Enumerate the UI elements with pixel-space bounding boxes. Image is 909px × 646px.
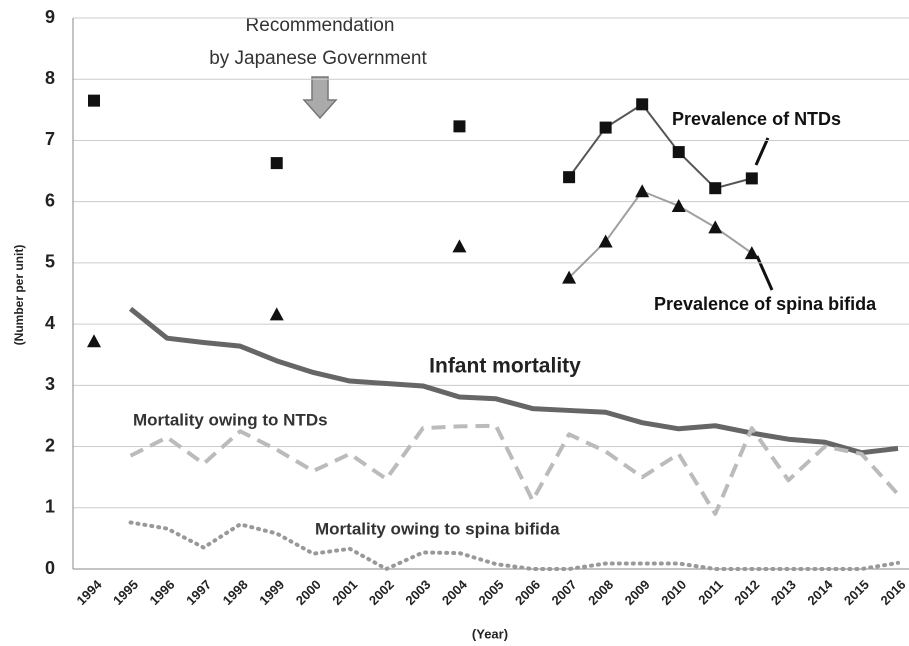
x-tick-label: 1998 bbox=[220, 577, 251, 608]
leader-line bbox=[755, 255, 774, 291]
y-tick-label: 5 bbox=[45, 252, 55, 272]
series-label: Mortality owing to spina bifida bbox=[315, 519, 560, 538]
x-tick-label: 2012 bbox=[731, 577, 762, 608]
annotation: by Japanese Government bbox=[209, 48, 427, 69]
marker bbox=[452, 239, 467, 253]
x-tick-label: 2008 bbox=[585, 577, 616, 608]
marker bbox=[269, 307, 284, 321]
x-tick-label: 1994 bbox=[73, 576, 105, 608]
x-tick-label: 2007 bbox=[549, 577, 580, 608]
marker bbox=[599, 121, 612, 134]
series-line bbox=[128, 306, 899, 456]
marker bbox=[708, 220, 723, 234]
series-line bbox=[568, 103, 753, 190]
marker bbox=[563, 171, 576, 184]
x-tick-label: 2014 bbox=[804, 576, 836, 608]
y-tick-label: 0 bbox=[45, 558, 55, 578]
marker bbox=[562, 270, 577, 284]
y-tick-label: 1 bbox=[45, 497, 55, 517]
y-tick-label: 7 bbox=[45, 129, 55, 149]
x-tick-label: 2006 bbox=[512, 577, 543, 608]
arrow bbox=[302, 76, 338, 120]
x-tick-label: 1995 bbox=[110, 577, 141, 608]
x-tick-label: 2009 bbox=[622, 577, 653, 608]
x-tick-label: 2016 bbox=[877, 577, 908, 608]
marker bbox=[598, 234, 613, 248]
marker bbox=[270, 157, 283, 170]
x-tick-label: 2005 bbox=[475, 577, 506, 608]
marker bbox=[745, 172, 758, 185]
x-tick-label: 2011 bbox=[695, 577, 726, 608]
y-tick-label: 8 bbox=[45, 68, 55, 88]
x-tick-label: 2010 bbox=[658, 577, 689, 608]
x-tick-label: 1997 bbox=[183, 577, 214, 608]
x-tick-label: 2003 bbox=[402, 577, 433, 608]
y-tick-label: 6 bbox=[45, 190, 55, 210]
y-tick-label: 3 bbox=[45, 374, 55, 394]
x-tick-label: 2004 bbox=[439, 576, 471, 608]
marker bbox=[87, 334, 101, 348]
series-label: Infant mortality bbox=[429, 355, 581, 378]
leader-line bbox=[754, 137, 770, 166]
marker bbox=[672, 146, 685, 159]
marker bbox=[671, 198, 686, 212]
annotation: Recommendation bbox=[246, 15, 395, 36]
series-label: Prevalence of NTDs bbox=[672, 109, 841, 129]
series-label: Prevalence of spina bifida bbox=[654, 294, 877, 314]
series-label: Mortality owing to NTDs bbox=[133, 410, 328, 429]
series-line bbox=[128, 520, 900, 571]
y-tick-label: 2 bbox=[45, 435, 55, 455]
y-tick-label: 9 bbox=[45, 7, 55, 27]
x-axis-label: (Year) bbox=[472, 626, 508, 641]
series-line bbox=[568, 190, 753, 279]
x-tick-label: 2002 bbox=[366, 577, 397, 608]
series-line bbox=[129, 423, 900, 516]
y-axis-label: (Number per unit) bbox=[12, 245, 26, 346]
marker bbox=[709, 182, 722, 195]
marker bbox=[635, 184, 650, 198]
y-tick-label: 4 bbox=[45, 313, 55, 333]
x-tick-label: 2013 bbox=[768, 577, 799, 608]
x-tick-label: 2001 bbox=[329, 577, 360, 608]
x-tick-label: 1999 bbox=[256, 577, 287, 608]
marker bbox=[88, 94, 100, 107]
x-tick-label: 2000 bbox=[293, 577, 324, 608]
marker bbox=[744, 246, 759, 260]
x-tick-label: 1996 bbox=[147, 577, 178, 608]
marker bbox=[636, 98, 649, 111]
marker bbox=[453, 120, 466, 133]
x-tick-label: 2015 bbox=[841, 577, 872, 608]
